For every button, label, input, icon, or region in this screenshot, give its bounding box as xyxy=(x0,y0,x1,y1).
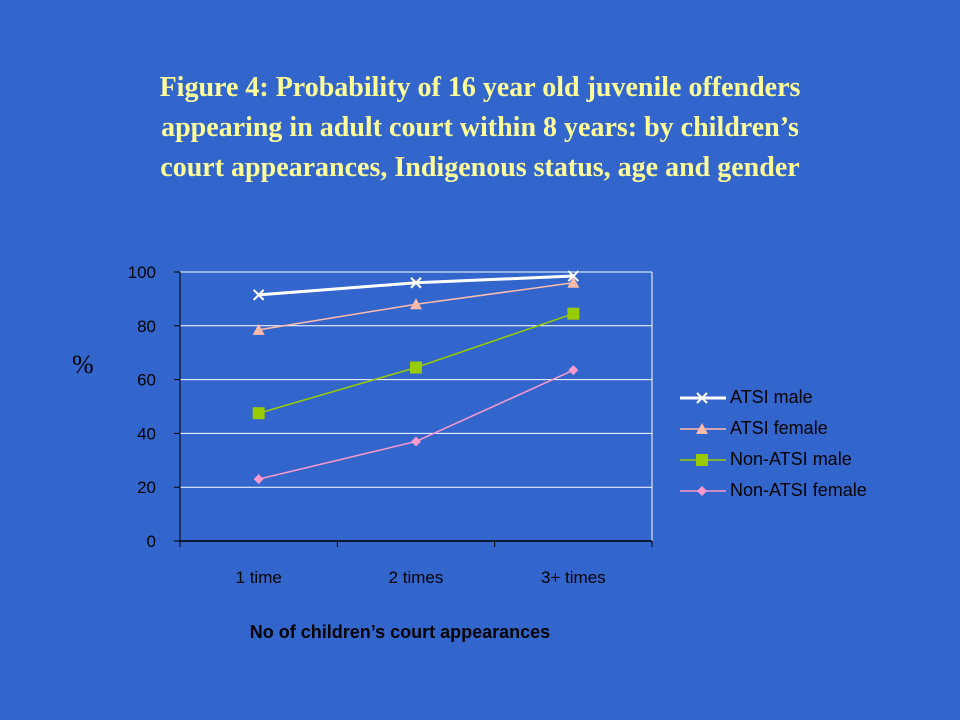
series-atsi-female xyxy=(252,276,580,335)
y-tick-label: 0 xyxy=(147,532,156,551)
data-point-non-atsi-female xyxy=(568,365,579,376)
series-non-atsi-male xyxy=(252,307,580,420)
legend-swatch xyxy=(680,391,726,404)
chart-legend: ATSI male ATSI female Non-ATSI male Non-ATS… xyxy=(680,382,867,506)
x-tick-label: 2 times xyxy=(389,568,444,587)
data-point-atsi-female xyxy=(567,276,580,288)
data-point-atsi-male xyxy=(567,270,580,282)
legend-marker xyxy=(696,453,708,466)
y-tick-label: 80 xyxy=(137,317,156,336)
legend-swatch xyxy=(680,422,726,434)
y-tick-label: 40 xyxy=(137,424,156,443)
data-point-atsi-female xyxy=(252,323,265,335)
legend-swatch xyxy=(680,453,726,466)
data-point-non-atsi-male xyxy=(410,361,422,374)
legend-label: ATSI male xyxy=(730,387,813,407)
legend-item-non-atsi-male: Non-ATSI male xyxy=(680,444,867,475)
y-tick-label: 20 xyxy=(137,478,156,497)
title-line-2: appearing in adult court within 8 years:… xyxy=(161,112,799,143)
series-line-atsi-male xyxy=(258,274,574,297)
series-line-non-atsi-female xyxy=(258,369,574,480)
data-point-non-atsi-male xyxy=(567,307,580,320)
legend-label: ATSI female xyxy=(730,418,828,438)
legend-item-atsi-male: ATSI male xyxy=(680,382,867,413)
data-point-non-atsi-female xyxy=(253,474,264,485)
data-point-non-atsi-male xyxy=(252,407,265,420)
legend-marker xyxy=(696,391,708,404)
y-tick-label: 100 xyxy=(128,263,156,282)
title-line-3: court appearances, Indigenous status, ag… xyxy=(160,152,800,183)
data-point-atsi-male xyxy=(252,289,265,301)
legend-item-non-atsi-female: Non-ATSI female xyxy=(680,475,867,506)
x-tick-label: 3+ times xyxy=(541,568,606,587)
legend-marker xyxy=(696,422,708,434)
y-axis-label: % xyxy=(72,350,94,379)
y-tick-label: 60 xyxy=(137,371,156,390)
series-atsi-male xyxy=(252,270,580,301)
data-point-atsi-male xyxy=(410,277,422,289)
series-non-atsi-female xyxy=(253,365,579,485)
legend-label: Non-ATSI male xyxy=(730,449,852,469)
data-point-non-atsi-female xyxy=(411,436,421,447)
legend-swatch xyxy=(680,485,726,496)
title-line-1: Figure 4: Probability of 16 year old juv… xyxy=(159,72,801,103)
legend-label: Non-ATSI female xyxy=(730,480,867,500)
data-point-atsi-female xyxy=(410,298,422,310)
x-tick-label: 1 time xyxy=(236,568,282,587)
legend-item-atsi-female: ATSI female xyxy=(680,413,867,444)
legend-marker xyxy=(697,485,707,496)
x-axis-label: No of children’s court appearances xyxy=(249,622,551,642)
chart-title: Figure 4: Probability of 16 year old juv… xyxy=(60,68,900,188)
